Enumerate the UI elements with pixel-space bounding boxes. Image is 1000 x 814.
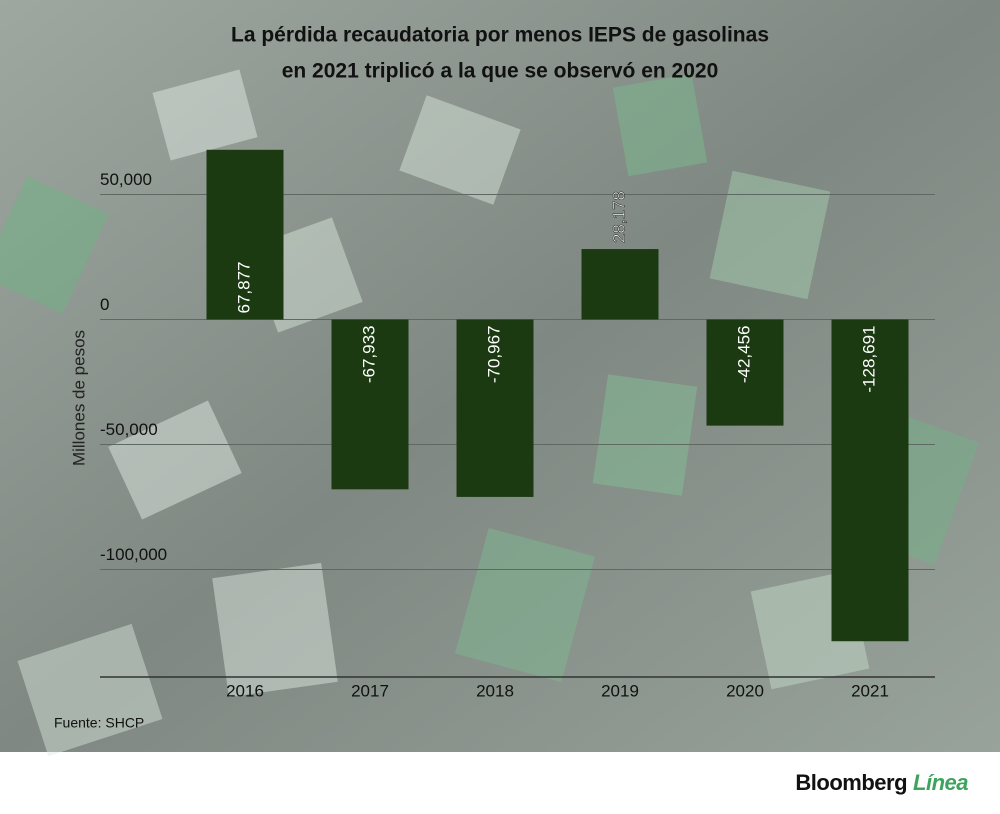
x-tick-label: 2017 [351, 681, 389, 700]
chart-title: La pérdida recaudatoria por menos IEPS d… [231, 24, 769, 47]
data-label: 28,178 [609, 191, 628, 243]
y-tick-label: 0 [100, 295, 109, 314]
bar [206, 149, 284, 320]
y-tick-label: 50,000 [100, 170, 152, 189]
data-label: -67,933 [359, 326, 378, 384]
data-label: -128,691 [859, 326, 878, 393]
x-tick-label: 2018 [476, 681, 514, 700]
data-label: -70,967 [484, 326, 503, 384]
bar [831, 319, 909, 642]
y-axis-label: Millones de pesos [69, 330, 88, 466]
data-label: 67,877 [234, 262, 253, 314]
bar [581, 249, 659, 320]
x-tick-label: 2021 [851, 681, 889, 700]
y-tick-label: -50,000 [100, 420, 158, 439]
x-tick-label: 2019 [601, 681, 639, 700]
y-tick-label: -100,000 [100, 545, 167, 564]
x-tick-label: 2016 [226, 681, 264, 700]
chart-title: en 2021 triplicó a la que se observó en … [282, 60, 719, 83]
brand-name: Bloomberg [795, 770, 907, 795]
bar [456, 319, 534, 497]
x-tick-label: 2020 [726, 681, 764, 700]
bar [706, 319, 784, 426]
brand-product: Línea [913, 770, 968, 795]
source-note: Fuente: SHCP [54, 715, 144, 731]
brand-logo: Bloomberg Línea [795, 770, 968, 795]
data-label: -42,456 [734, 326, 753, 384]
bar [331, 319, 409, 490]
